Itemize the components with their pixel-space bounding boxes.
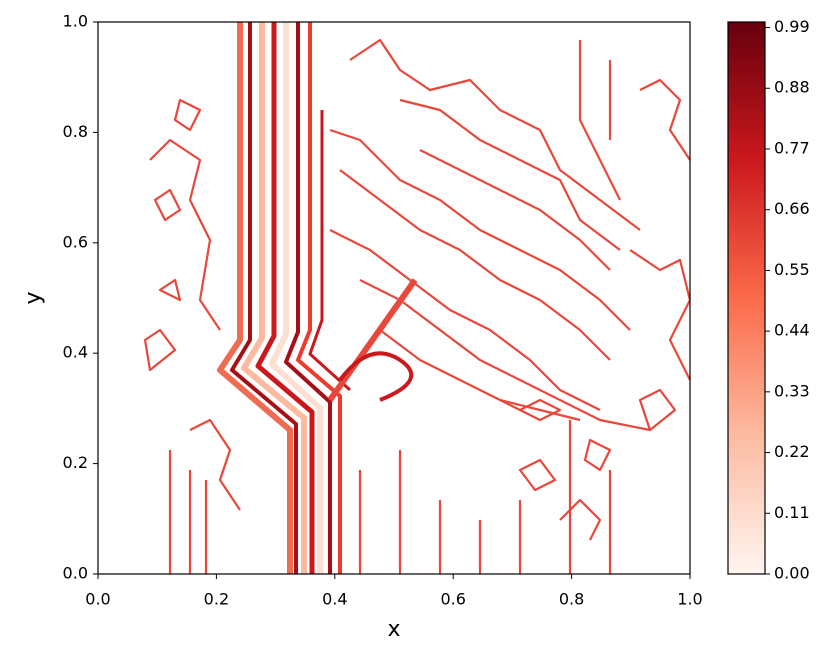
y-tick-label: 1.0 [63, 12, 88, 31]
contour-field [143, 22, 690, 574]
y-tick-label: 0.4 [63, 343, 88, 362]
x-tick-label: 0.0 [85, 590, 110, 609]
band-edges [217, 22, 418, 574]
x-tick-label: 1.0 [677, 590, 702, 609]
y-tick-label: 0.6 [63, 232, 88, 251]
y-tick-label: 0.8 [63, 122, 88, 141]
x-axis-label: x [387, 617, 400, 642]
colorbar-tick-label: 0.77 [774, 138, 810, 157]
x-tick-label: 0.8 [559, 590, 584, 609]
x-tick-label: 0.4 [322, 590, 347, 609]
colorbar-tick-label: 0.11 [774, 503, 810, 522]
contour-lines [143, 38, 690, 574]
colorbar-tick-label: 0.33 [774, 381, 810, 400]
y-tick-label: 0.0 [63, 564, 88, 583]
colorbar-tick-label: 0.00 [774, 564, 810, 583]
x-tick-label: 0.2 [204, 590, 229, 609]
colorbar [727, 21, 766, 575]
y-axis-label: y [21, 291, 46, 304]
colorbar-tick-label: 0.88 [774, 78, 810, 97]
colorbar-tick-label: 0.99 [774, 17, 810, 36]
y-tick-label: 0.2 [63, 453, 88, 472]
colorbar-tick-label: 0.66 [774, 199, 810, 218]
colorbar-tick-label: 0.55 [774, 260, 810, 279]
colorbar-tick-label: 0.22 [774, 442, 810, 461]
plot-frame [97, 21, 691, 575]
colorbar-tick-label: 0.44 [774, 321, 810, 340]
x-tick-label: 0.6 [440, 590, 465, 609]
